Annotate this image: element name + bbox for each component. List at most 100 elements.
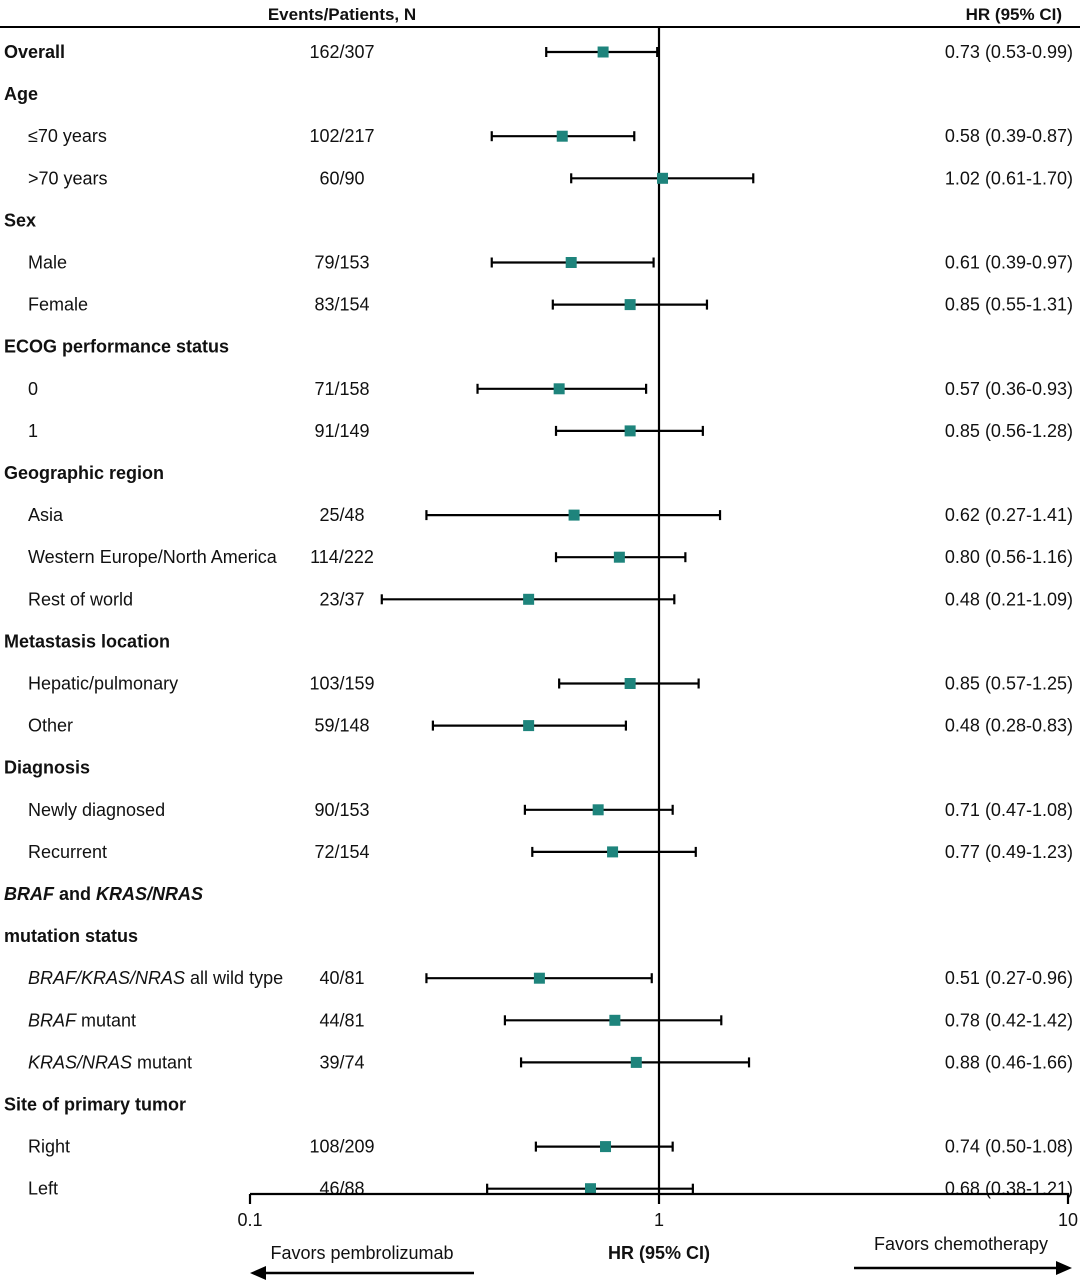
row-label-segment: mutant	[76, 1010, 136, 1030]
row-label: Left	[28, 1179, 58, 1199]
forest-row: Left 46/88 0.68 (0.38-1.21)	[28, 1179, 1073, 1199]
hr-ci-value: 0.57 (0.36-0.93)	[945, 379, 1073, 399]
forest-row: Asia 25/48 0.62 (0.27-1.41)	[28, 505, 1073, 525]
hr-point-marker	[600, 1141, 612, 1153]
hr-ci-value: 1.02 (0.61-1.70)	[945, 168, 1073, 188]
row-label-segment: Right	[28, 1137, 70, 1157]
row-label: Hepatic/pulmonary	[28, 674, 178, 694]
hr-point-marker	[533, 972, 545, 984]
forest-row: Western Europe/North America 114/222 0.80 …	[28, 547, 1073, 567]
events-value: 103/159	[309, 674, 374, 694]
forest-row: Rest of world 23/37 0.48 (0.21-1.09)	[28, 589, 1073, 609]
forest-row: Recurrent 72/154 0.77 (0.49-1.23)	[28, 842, 1073, 862]
row-label-segment: Newly diagnosed	[28, 800, 165, 820]
row-label-segment: KRAS/NRAS	[96, 884, 203, 904]
row-label-segment: ECOG performance status	[4, 337, 229, 357]
hr-point-marker	[523, 593, 535, 605]
forest-row: KRAS/NRAS mutant 39/74 0.88 (0.46-1.66)	[28, 1052, 1073, 1072]
events-value: 23/37	[319, 589, 364, 609]
row-label-segment: Asia	[28, 505, 64, 525]
subgroup-header: Sex	[4, 210, 36, 230]
hr-point-marker	[609, 1014, 621, 1026]
forest-row: Overall 162/307 0.73 (0.53-0.99)	[4, 42, 1073, 62]
events-value: 71/158	[314, 379, 369, 399]
hr-column-header: HR (95% CI)	[966, 5, 1062, 24]
favors-pembrolizumab-label: Favors pembrolizumab	[270, 1243, 453, 1263]
row-label-segment: Geographic region	[4, 463, 164, 483]
events-value: 72/154	[314, 842, 369, 862]
row-label-segment: Left	[28, 1179, 58, 1199]
hr-point-marker	[584, 1183, 596, 1195]
row-label-segment: BRAF/KRAS/NRAS	[28, 968, 185, 988]
row-label: Male	[28, 253, 67, 273]
hr-point-marker	[597, 46, 609, 58]
events-value: 39/74	[319, 1052, 364, 1072]
events-value: 114/222	[310, 547, 374, 567]
row-label-segment: KRAS/NRAS	[28, 1052, 132, 1072]
hr-point-marker	[553, 383, 565, 395]
row-label-segment: Overall	[4, 42, 65, 62]
hr-point-marker	[624, 299, 636, 311]
row-label-segment: Recurrent	[28, 842, 107, 862]
row-label: Sex	[4, 210, 36, 230]
events-value: 40/81	[319, 968, 364, 988]
hr-point-marker	[592, 804, 604, 816]
row-label: mutation status	[4, 926, 138, 946]
row-label-segment: Metastasis location	[4, 631, 170, 651]
row-label: Newly diagnosed	[28, 800, 165, 820]
forest-row: >70 years 60/90 1.02 (0.61-1.70)	[28, 168, 1073, 188]
row-label-segment: and	[54, 884, 96, 904]
row-label: Geographic region	[4, 463, 164, 483]
row-label-segment: Female	[28, 295, 88, 315]
hr-ci-value: 0.51 (0.27-0.96)	[945, 968, 1073, 988]
events-value: 90/153	[314, 800, 369, 820]
row-label-segment: Other	[28, 716, 73, 736]
row-label: Asia	[28, 505, 64, 525]
row-label: Recurrent	[28, 842, 107, 862]
forest-row: BRAF/KRAS/NRAS all wild type 40/81 0.51 (0…	[28, 968, 1073, 988]
right-arrow	[854, 1261, 1072, 1275]
forest-row: 1 91/149 0.85 (0.56-1.28)	[28, 421, 1073, 441]
hr-ci-value: 0.77 (0.49-1.23)	[945, 842, 1073, 862]
favors-chemotherapy-label: Favors chemotherapy	[874, 1234, 1048, 1254]
hr-ci-value: 0.85 (0.55-1.31)	[945, 295, 1073, 315]
hr-point-marker	[624, 678, 636, 689]
row-label: BRAF/KRAS/NRAS all wild type	[28, 968, 283, 988]
subgroup-header: ECOG performance status	[4, 337, 229, 357]
hr-point-marker	[657, 172, 669, 184]
hr-ci-value: 0.85 (0.56-1.28)	[945, 421, 1073, 441]
row-label: Western Europe/North America	[28, 547, 278, 567]
row-label-segment: BRAF	[4, 884, 55, 904]
forest-row: 0 71/158 0.57 (0.36-0.93)	[28, 379, 1073, 399]
row-label: Rest of world	[28, 589, 133, 609]
hr-ci-value: 0.78 (0.42-1.42)	[945, 1010, 1073, 1030]
hr-point-marker	[613, 551, 625, 563]
events-value: 59/148	[314, 716, 369, 736]
hr-ci-value: 0.62 (0.27-1.41)	[945, 505, 1073, 525]
events-value: 44/81	[319, 1010, 364, 1030]
hr-ci-value: 0.74 (0.50-1.08)	[945, 1137, 1073, 1157]
row-label-segment: mutation status	[4, 926, 138, 946]
row-label-segment: Western Europe/North America	[28, 547, 278, 567]
events-value: 83/154	[314, 295, 369, 315]
hr-point-marker	[624, 425, 636, 437]
row-label: Overall	[4, 42, 65, 62]
row-label-segment: 0	[28, 379, 38, 399]
events-column-header: Events/Patients, N	[268, 5, 416, 24]
hr-ci-value: 0.88 (0.46-1.66)	[945, 1052, 1073, 1072]
row-label: Site of primary tumor	[4, 1095, 186, 1115]
hr-ci-value: 0.68 (0.38-1.21)	[945, 1179, 1073, 1199]
hr-ci-value: 0.73 (0.53-0.99)	[945, 42, 1073, 62]
row-label-segment: ≤70 years	[28, 126, 107, 146]
events-value: 91/149	[314, 421, 369, 441]
hr-point-marker	[568, 509, 580, 521]
hr-ci-value: 0.58 (0.39-0.87)	[945, 126, 1073, 146]
row-label-segment: Sex	[4, 210, 36, 230]
row-label-segment: BRAF	[28, 1010, 77, 1030]
subgroup-header: Metastasis location	[4, 631, 170, 651]
left-arrow	[250, 1266, 474, 1280]
hr-ci-value: 0.71 (0.47-1.08)	[945, 800, 1073, 820]
forest-row: Hepatic/pulmonary 103/159 0.85 (0.57-1.25)	[28, 674, 1073, 694]
forest-row: ≤70 years 102/217 0.58 (0.39-0.87)	[28, 126, 1073, 146]
row-label-segment: Site of primary tumor	[4, 1095, 186, 1115]
